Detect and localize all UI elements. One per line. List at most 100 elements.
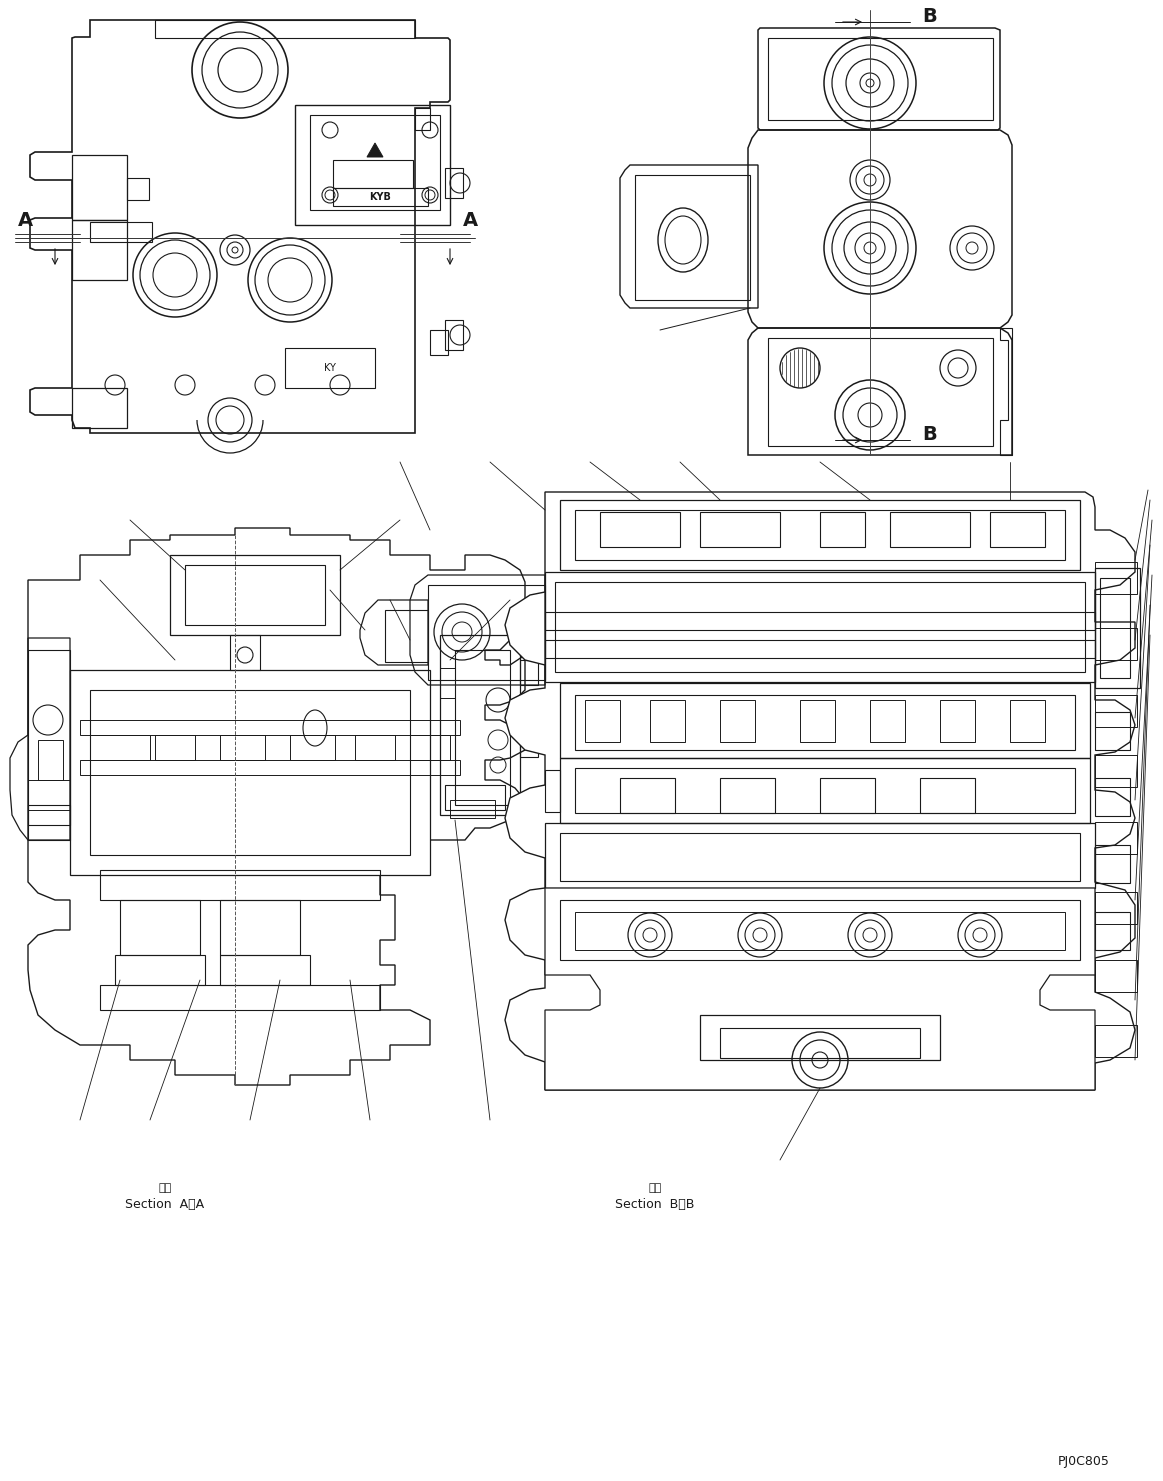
Bar: [1096, 822, 1137, 855]
Bar: [411, 735, 450, 760]
Bar: [768, 39, 993, 120]
Bar: [28, 650, 70, 825]
Bar: [545, 770, 561, 812]
Bar: [450, 800, 495, 818]
Bar: [800, 701, 835, 742]
Bar: [440, 635, 520, 815]
Bar: [70, 669, 430, 875]
Bar: [520, 701, 538, 723]
Bar: [428, 585, 545, 680]
Bar: [220, 955, 311, 985]
Bar: [333, 188, 428, 206]
Bar: [445, 167, 463, 198]
Bar: [561, 900, 1080, 960]
Bar: [768, 338, 993, 446]
Bar: [1096, 569, 1140, 689]
Bar: [1096, 695, 1137, 727]
Bar: [545, 823, 1096, 889]
Bar: [585, 701, 620, 742]
Bar: [230, 635, 261, 669]
Bar: [1009, 701, 1046, 742]
Bar: [870, 701, 905, 742]
Bar: [28, 806, 70, 840]
Bar: [445, 785, 505, 810]
Text: Section  B－B: Section B－B: [615, 1198, 694, 1211]
Bar: [920, 778, 975, 813]
Text: B: B: [922, 425, 937, 443]
Bar: [285, 348, 374, 388]
Text: A: A: [17, 210, 33, 230]
Bar: [561, 758, 1090, 823]
Bar: [290, 735, 335, 760]
Bar: [445, 320, 463, 350]
Bar: [115, 955, 205, 985]
Bar: [90, 690, 411, 855]
Bar: [385, 610, 428, 662]
Bar: [220, 900, 300, 955]
Text: KYB: KYB: [369, 193, 391, 201]
Bar: [650, 701, 685, 742]
Bar: [120, 900, 200, 955]
Bar: [700, 512, 780, 546]
Bar: [72, 221, 127, 280]
Bar: [185, 564, 324, 625]
Bar: [990, 512, 1046, 546]
Bar: [90, 735, 150, 760]
Text: KY: KY: [324, 363, 336, 373]
Bar: [940, 701, 975, 742]
Bar: [890, 512, 970, 546]
Bar: [635, 175, 750, 301]
Polygon shape: [28, 529, 525, 1086]
Bar: [440, 668, 455, 698]
Bar: [561, 683, 1090, 758]
Bar: [820, 512, 865, 546]
Bar: [355, 735, 395, 760]
Bar: [295, 105, 450, 225]
Bar: [545, 640, 1096, 658]
Bar: [80, 720, 461, 735]
Bar: [720, 778, 775, 813]
Bar: [38, 740, 63, 780]
Bar: [620, 778, 675, 813]
Bar: [575, 912, 1065, 949]
Bar: [1096, 912, 1130, 949]
Bar: [575, 509, 1065, 560]
Bar: [333, 160, 413, 188]
Bar: [430, 330, 448, 355]
Text: PJ0C805: PJ0C805: [1058, 1456, 1110, 1469]
Bar: [545, 572, 1096, 681]
Text: A: A: [463, 210, 478, 230]
Text: 断面: 断面: [158, 1183, 172, 1194]
Bar: [1096, 755, 1137, 786]
Bar: [1096, 628, 1137, 661]
Polygon shape: [505, 492, 1135, 1090]
Bar: [455, 650, 511, 806]
Text: 断面: 断面: [649, 1183, 662, 1194]
Bar: [100, 869, 380, 900]
Bar: [1096, 960, 1137, 992]
Bar: [561, 501, 1080, 570]
Bar: [561, 832, 1080, 881]
Polygon shape: [545, 889, 1096, 1090]
Bar: [127, 178, 149, 200]
Text: Section  A－A: Section A－A: [126, 1198, 205, 1211]
Bar: [555, 582, 1085, 672]
Bar: [220, 735, 265, 760]
Bar: [72, 388, 127, 428]
Bar: [600, 512, 680, 546]
Bar: [575, 695, 1075, 749]
Text: B: B: [922, 6, 937, 25]
Bar: [575, 769, 1075, 813]
Bar: [155, 735, 195, 760]
Bar: [520, 735, 538, 757]
Bar: [28, 780, 70, 810]
Bar: [520, 661, 538, 686]
Bar: [1096, 846, 1130, 883]
Bar: [1096, 892, 1137, 924]
Bar: [1096, 561, 1137, 594]
Bar: [72, 156, 127, 221]
Bar: [1096, 1025, 1137, 1057]
Bar: [700, 1014, 940, 1060]
Polygon shape: [368, 144, 383, 157]
Bar: [820, 778, 875, 813]
